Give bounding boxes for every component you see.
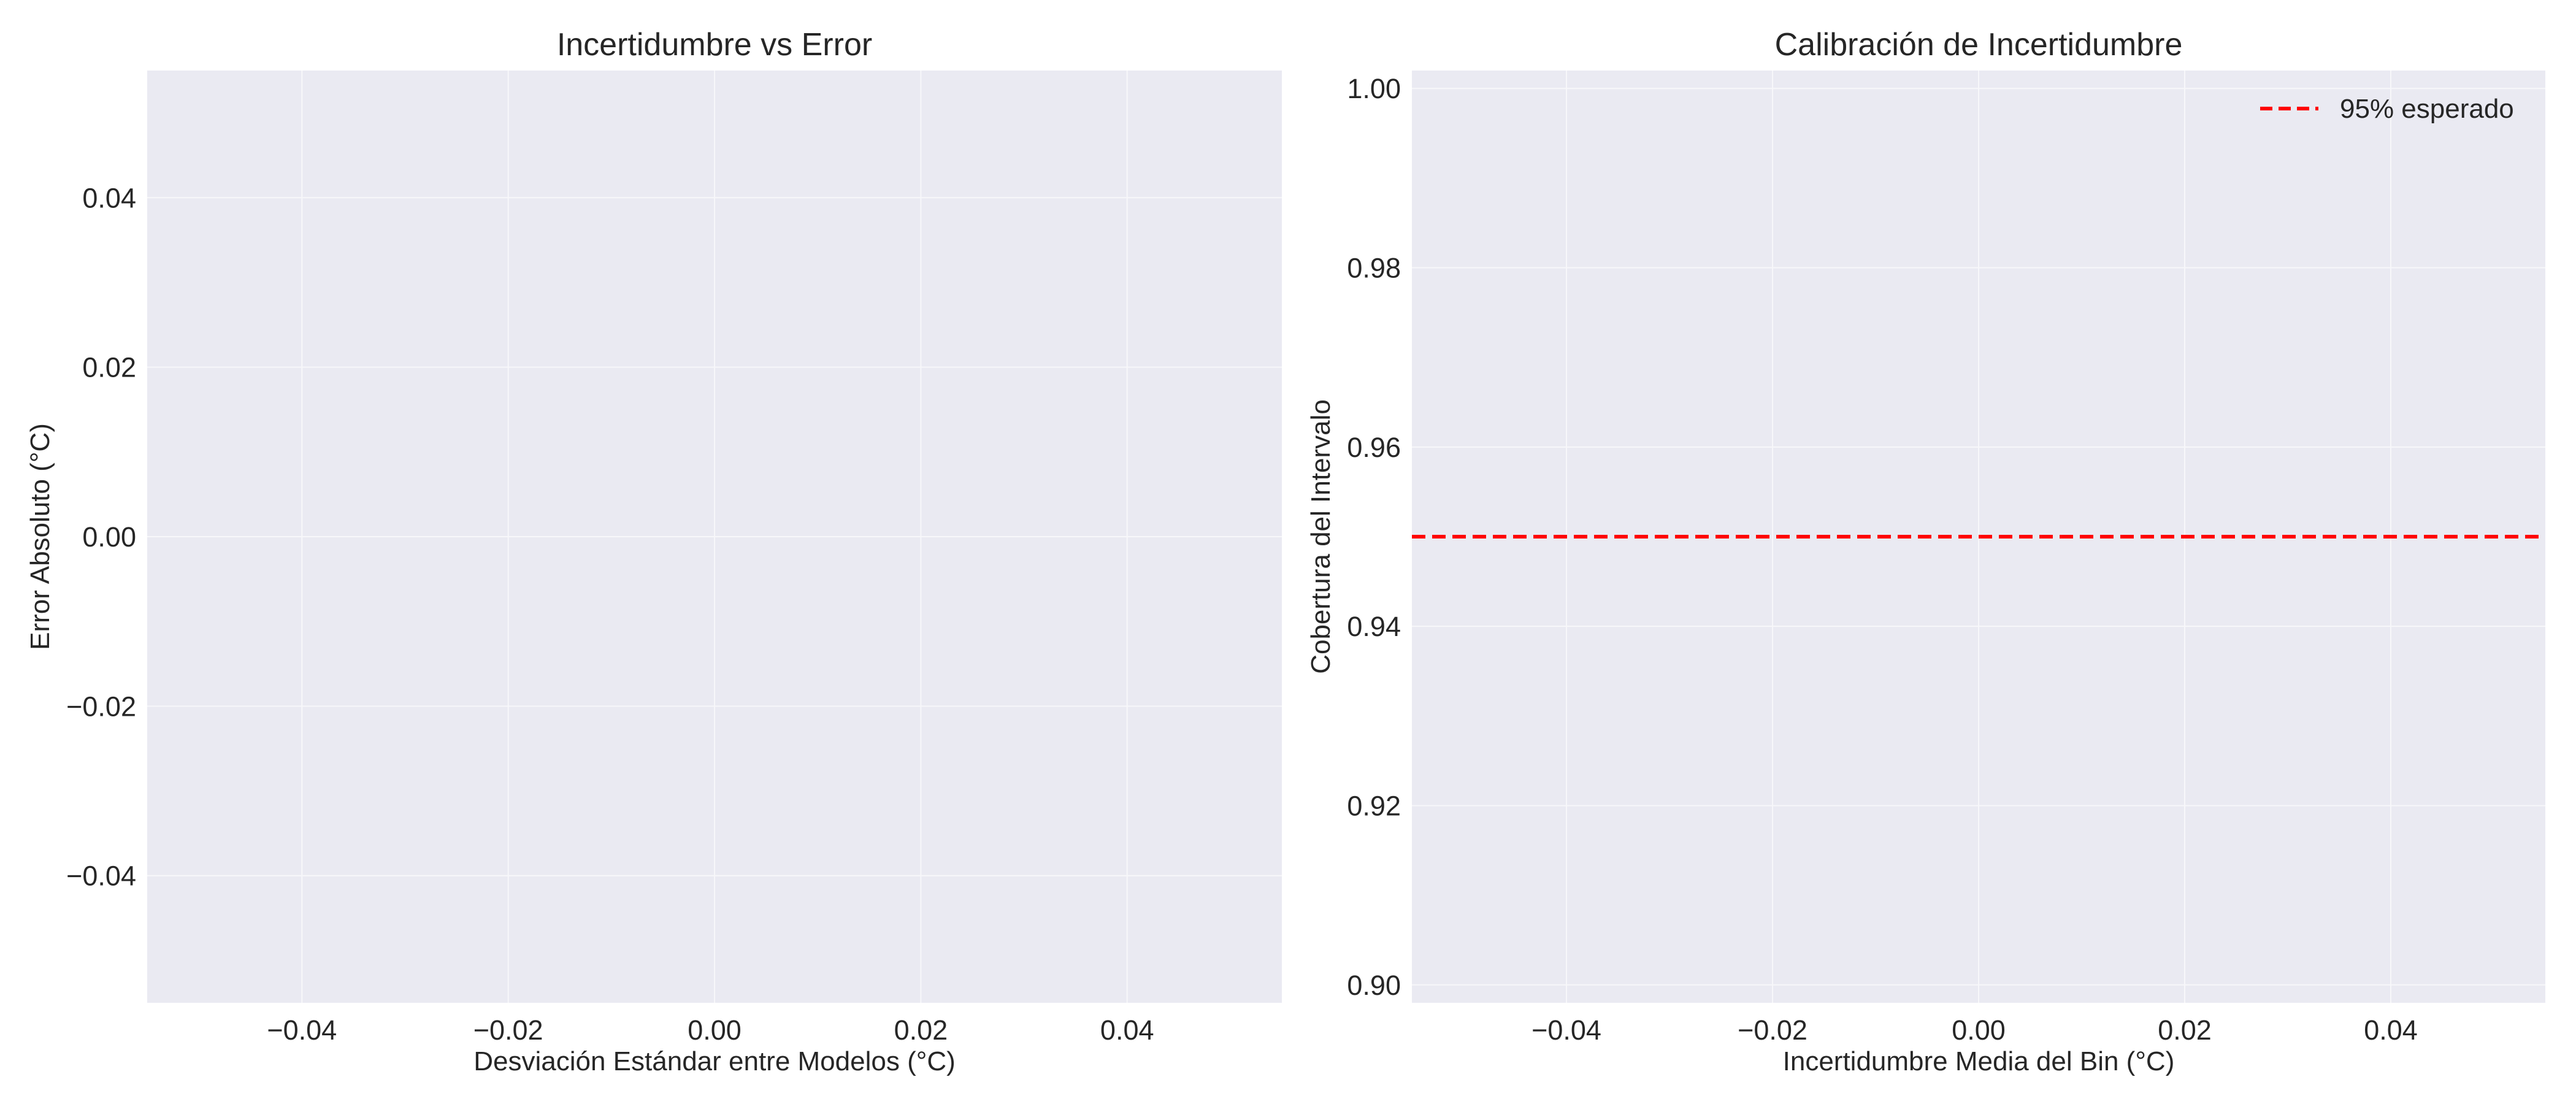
- left-x-tick-label: 0.02: [894, 1014, 948, 1046]
- right-x-tick-label: 0.02: [2158, 1014, 2212, 1046]
- left-grid: [147, 71, 1282, 1003]
- left-y-ticks: −0.04 −0.02 0.00 0.02 0.04: [66, 182, 136, 891]
- right-x-tick-label: −0.04: [1531, 1014, 1601, 1046]
- right-y-axis-label: Cobertura del Intervalo: [1306, 399, 1336, 674]
- left-y-tick-label: 0.04: [82, 182, 136, 213]
- left-x-tick-label: −0.02: [473, 1014, 543, 1046]
- right-x-tick-label: 0.00: [1952, 1014, 2006, 1046]
- right-y-tick-label: 0.96: [1347, 432, 1401, 463]
- right-x-axis-label: Incertidumbre Media del Bin (°C): [1783, 1046, 2175, 1076]
- right-chart: −0.04 −0.02 0.00 0.02 0.04 0.900.920.940.960…: [1306, 27, 2545, 1076]
- right-y-tick-label: 0.90: [1347, 970, 1401, 1001]
- left-y-tick-label: 0.02: [82, 352, 136, 383]
- right-chart-title: Calibración de Incertidumbre: [1775, 27, 2183, 63]
- left-x-axis-label: Desviación Estándar entre Modelos (°C): [473, 1046, 956, 1076]
- left-x-tick-label: 0.00: [688, 1014, 742, 1046]
- right-y-ticks: 0.90 0.92 0.94 0.96 0.98 1.00: [1347, 73, 1401, 1001]
- right-y-tick-label: 0.92: [1347, 790, 1401, 821]
- left-chart-title: Incertidumbre vs Error: [557, 27, 872, 63]
- right-y-tick-label: 1.00: [1347, 73, 1401, 104]
- left-x-tick-label: 0.04: [1100, 1014, 1154, 1046]
- left-chart: −0.04 −0.02 0.00 0.02 0.04 −0.04 −0.02 0.00 0.0…: [25, 27, 1282, 1076]
- left-y-tick-label: −0.02: [66, 691, 136, 722]
- left-y-axis-label: Error Absoluto (°C): [25, 423, 55, 650]
- right-legend: 95% esperado: [2260, 94, 2514, 124]
- right-x-ticks: −0.04 −0.02 0.00 0.02 0.04: [1531, 1014, 2418, 1046]
- legend-label-95-esperado: 95% esperado: [2340, 94, 2514, 124]
- left-x-tick-label: −0.04: [267, 1014, 337, 1046]
- right-x-tick-label: −0.02: [1738, 1014, 1807, 1046]
- left-x-ticks: −0.04 −0.02 0.00 0.02 0.04: [267, 1014, 1154, 1046]
- left-y-tick-label: 0.00: [82, 521, 136, 553]
- left-y-tick-label: −0.04: [66, 861, 136, 892]
- right-x-tick-label: 0.04: [2364, 1014, 2418, 1046]
- right-y-tick-label: 0.98: [1347, 253, 1401, 284]
- right-y-tick-label: 0.94: [1347, 611, 1401, 642]
